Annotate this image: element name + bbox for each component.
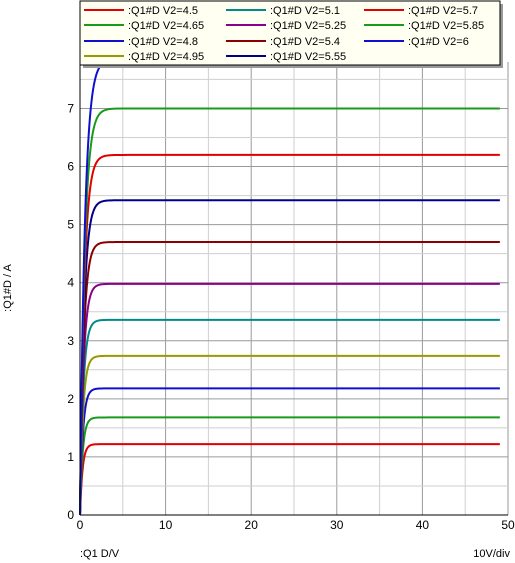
y-axis-label: :Q1#D / A bbox=[2, 263, 14, 311]
y-tick-label: 0 bbox=[67, 508, 74, 522]
legend: :Q1#D V2=4.5 :Q1#D V2=4.65 :Q1#D V2=4.8 :Q1… bbox=[79, 0, 503, 68]
y-tick-label: 2 bbox=[67, 392, 74, 406]
curves bbox=[79, 58, 500, 516]
legend-entry-9: :Q1#D V2=5.85 bbox=[408, 20, 484, 32]
x-tick-label: 0 bbox=[77, 518, 84, 532]
legend-entry-4: :Q1#D V2=5.1 bbox=[270, 5, 340, 17]
series-line-8 bbox=[79, 153, 500, 516]
series-line-3 bbox=[79, 354, 500, 516]
axes bbox=[79, 57, 508, 516]
y-tick-label: 3 bbox=[67, 334, 74, 348]
series-line-6 bbox=[79, 241, 500, 516]
legend-entry-1: :Q1#D V2=4.65 bbox=[128, 20, 204, 32]
legend-box bbox=[79, 0, 501, 66]
x-tick-label: 10 bbox=[159, 518, 173, 532]
x-tick-label: 50 bbox=[501, 518, 515, 532]
y-tick-label: 7 bbox=[67, 101, 74, 115]
x-axis-label: :Q1 D/V bbox=[80, 548, 120, 560]
series-line-7 bbox=[79, 199, 500, 516]
legend-entry-3: :Q1#D V2=4.95 bbox=[128, 51, 204, 63]
legend-entry-7: :Q1#D V2=5.55 bbox=[270, 51, 346, 63]
series-line-1 bbox=[79, 416, 500, 516]
series-line-10 bbox=[79, 58, 500, 516]
legend-entry-10: :Q1#D V2=6 bbox=[408, 36, 469, 48]
y-tick-label: 6 bbox=[67, 160, 74, 174]
legend-entry-8: :Q1#D V2=5.7 bbox=[408, 5, 478, 17]
y-tick-label: 4 bbox=[67, 276, 74, 290]
legend-entry-5: :Q1#D V2=5.25 bbox=[270, 20, 346, 32]
legend-entry-6: :Q1#D V2=5.4 bbox=[270, 36, 340, 48]
series-line-4 bbox=[79, 318, 500, 516]
x-scale-note: 10V/div bbox=[473, 548, 510, 560]
y-tick-label: 5 bbox=[67, 218, 74, 232]
series-line-2 bbox=[79, 387, 500, 516]
x-tick-label: 40 bbox=[416, 518, 430, 532]
x-tick-label: 20 bbox=[245, 518, 259, 532]
y-tick-label: 1 bbox=[67, 450, 74, 464]
legend-entry-2: :Q1#D V2=4.8 bbox=[128, 36, 198, 48]
x-tick-label: 30 bbox=[330, 518, 344, 532]
series-line-0 bbox=[79, 443, 500, 516]
series-line-5 bbox=[79, 282, 500, 516]
tick-labels: 0 1 2 3 4 5 6 7 0 10 20 30 40 50 bbox=[67, 101, 515, 532]
grid bbox=[79, 62, 509, 516]
series-line-9 bbox=[79, 107, 500, 516]
legend-entry-0: :Q1#D V2=4.5 bbox=[128, 5, 198, 17]
